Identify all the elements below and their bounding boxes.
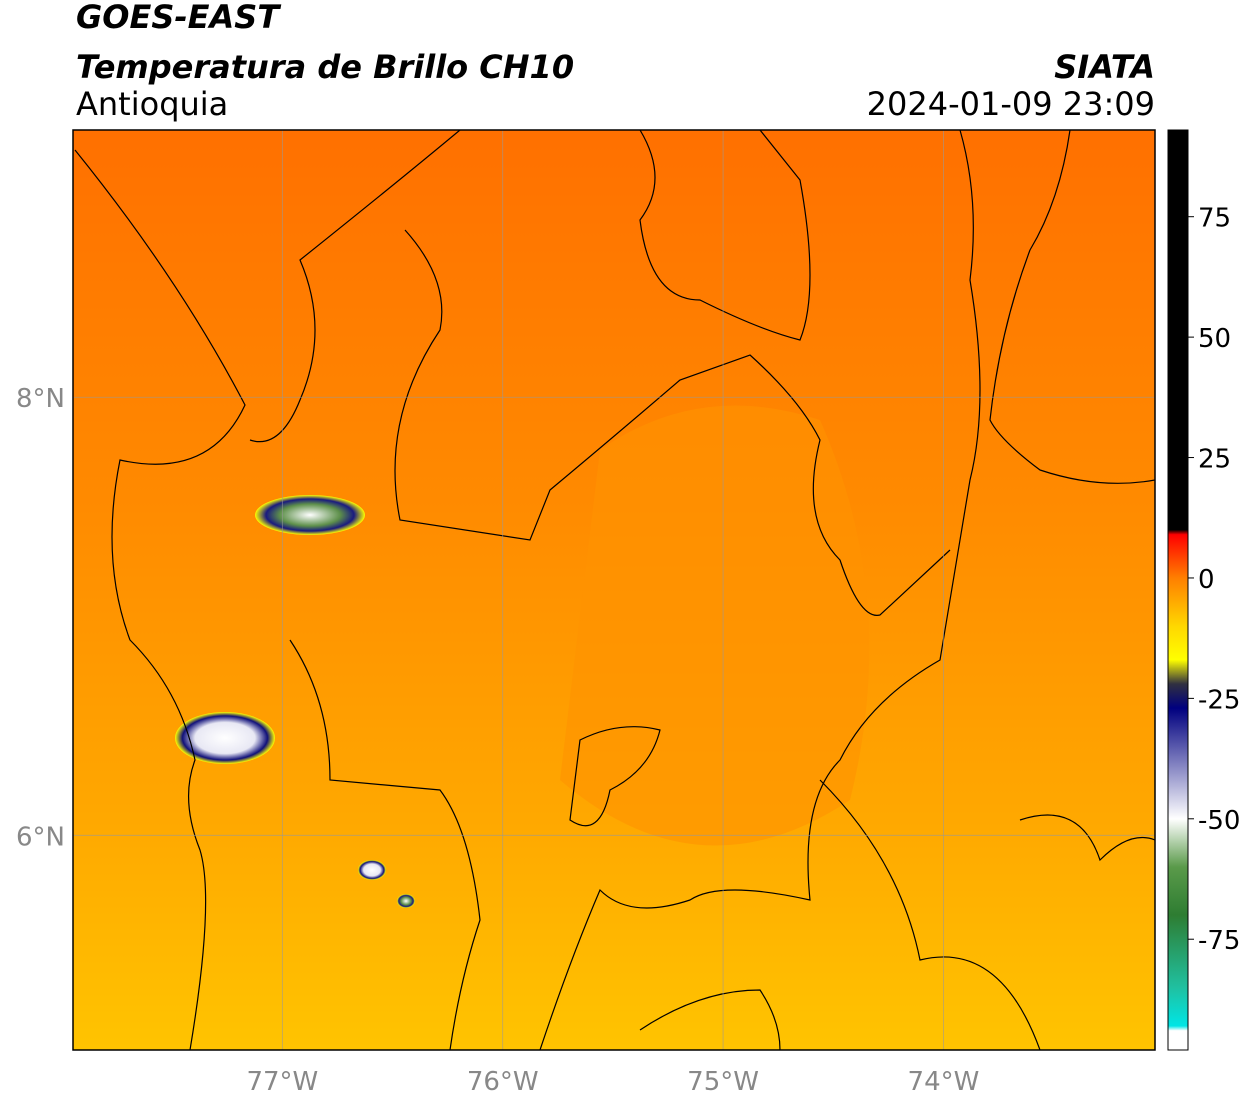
subtitle: Temperatura de Brillo CH10 [76, 48, 574, 86]
region: Antioquia [76, 85, 228, 123]
colorbar [1167, 129, 1189, 1051]
colorbar-tick-label: 50 [1198, 324, 1231, 354]
timestamp: 2024-01-09 23:09 [867, 85, 1155, 123]
y-tick-label: 8°N [16, 384, 65, 414]
source: SIATA [1054, 48, 1155, 86]
x-tick-label: 76°W [467, 1067, 539, 1097]
colorbar-tick-label: 25 [1198, 445, 1231, 475]
cloud [255, 495, 365, 535]
y-tick-label: 6°N [16, 822, 65, 852]
map-frame [72, 129, 1156, 1051]
cloud [358, 860, 386, 880]
cloud [397, 894, 415, 908]
colorbar-tick-label: -50 [1198, 806, 1240, 836]
x-tick-label: 75°W [687, 1067, 759, 1097]
colorbar-tick-label: 75 [1198, 204, 1231, 234]
colorbar-tick-label: -25 [1198, 685, 1240, 715]
x-tick-label: 74°W [908, 1067, 980, 1097]
grid [73, 130, 1155, 1050]
map-area [73, 130, 1155, 1050]
cloud [175, 712, 275, 764]
title: GOES-EAST [76, 0, 281, 36]
warm-region [560, 405, 870, 846]
borders [74, 130, 1155, 1050]
colorbar-tick-label: -75 [1198, 926, 1240, 956]
colorbar-tick-label: 0 [1198, 565, 1215, 595]
x-tick-label: 77°W [246, 1067, 318, 1097]
ticks: 77°W 76°W 75°W 74°W 6°N 8°N -75 -50 -25 0 25 50 75 [16, 204, 1240, 1097]
